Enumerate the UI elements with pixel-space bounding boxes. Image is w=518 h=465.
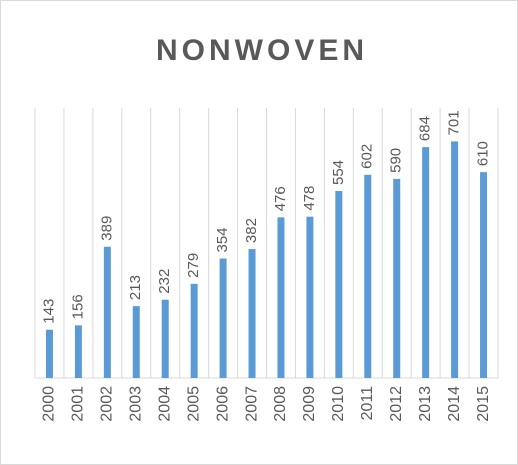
bar <box>422 147 430 378</box>
bar <box>277 217 285 378</box>
x-tick-label: 2006 <box>214 386 231 422</box>
bar <box>248 249 256 378</box>
bar <box>74 325 82 378</box>
bar <box>219 258 227 378</box>
x-tick-label: 2005 <box>185 386 202 422</box>
x-tick-label: 2001 <box>70 386 87 422</box>
data-label: 279 <box>185 253 202 278</box>
x-tick-label: 2009 <box>301 386 318 422</box>
data-label: 354 <box>214 227 231 252</box>
bar <box>161 299 169 378</box>
bar <box>451 141 459 378</box>
data-label: 213 <box>127 275 144 300</box>
data-label: 590 <box>388 148 405 173</box>
chart-title: NONWOVEN <box>156 34 368 67</box>
data-label: 476 <box>272 186 289 211</box>
data-label: 389 <box>98 216 115 241</box>
bar <box>335 191 343 378</box>
bar <box>480 172 488 378</box>
data-label: 701 <box>446 110 463 135</box>
x-tick-label: 2015 <box>475 386 492 422</box>
x-tick-label: 2011 <box>359 386 376 421</box>
x-tick-label: 2010 <box>330 386 347 422</box>
x-tick-label: 2014 <box>446 386 463 422</box>
x-tick-label: 2002 <box>99 386 116 422</box>
x-tick-label: 2007 <box>243 386 260 422</box>
bar <box>45 329 53 378</box>
x-tick-label: 2004 <box>156 386 173 422</box>
x-tick-label: 2000 <box>41 386 58 422</box>
bar <box>364 174 372 378</box>
data-label: 554 <box>330 160 347 185</box>
data-label: 382 <box>243 218 260 243</box>
bar <box>306 216 314 378</box>
bar <box>190 283 198 378</box>
data-label: 232 <box>156 269 173 294</box>
data-label: 602 <box>359 144 376 169</box>
data-label: 610 <box>475 141 492 166</box>
x-tick-label: 2008 <box>272 386 289 422</box>
x-tick-label: 2013 <box>417 386 434 422</box>
data-label: 478 <box>301 186 318 211</box>
data-label: 156 <box>69 294 86 319</box>
bar <box>393 178 401 378</box>
data-label: 143 <box>40 299 57 324</box>
bar <box>132 306 140 378</box>
data-label: 684 <box>417 116 434 141</box>
x-tick-label: 2012 <box>388 386 405 422</box>
x-tick-label: 2003 <box>128 386 145 422</box>
bar <box>103 246 111 378</box>
